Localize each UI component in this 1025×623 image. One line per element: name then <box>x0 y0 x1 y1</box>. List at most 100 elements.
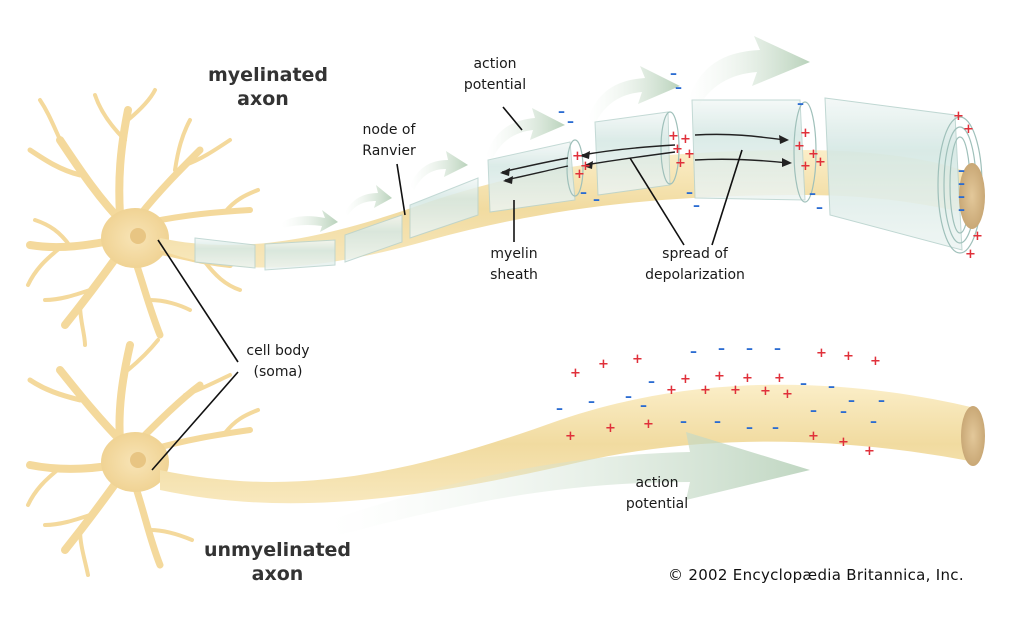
svg-text:–: – <box>714 414 721 430</box>
svg-text:–: – <box>958 189 965 205</box>
bottom-propagation-arrow <box>330 432 810 535</box>
svg-text:+: + <box>815 155 826 170</box>
leader-lines <box>151 106 743 471</box>
cell-body-label: cell body (soma) <box>236 341 320 383</box>
myelinated-axon-end <box>959 163 985 229</box>
svg-text:–: – <box>809 186 816 202</box>
svg-text:–: – <box>797 96 804 112</box>
action-potential-top-line1: action <box>473 56 517 72</box>
svg-text:+: + <box>760 384 771 399</box>
action-potential-top-line2: potential <box>463 77 527 93</box>
svg-text:+: + <box>782 387 793 402</box>
svg-text:–: – <box>670 66 677 82</box>
unmyelinated-axon <box>160 384 975 504</box>
svg-text:–: – <box>580 185 587 201</box>
svg-text:–: – <box>772 420 779 436</box>
svg-text:–: – <box>816 200 823 216</box>
svg-text:+: + <box>668 129 679 144</box>
svg-text:–: – <box>958 202 965 218</box>
cell-body-line1: cell body <box>246 343 310 359</box>
svg-text:+: + <box>666 383 677 398</box>
unmyelinated-axon-label-line2: axon <box>251 563 304 585</box>
action-potential-bottom-line1: action <box>635 475 679 491</box>
svg-text:+: + <box>675 156 686 171</box>
spread-of-depolarization-line1: spread of <box>662 246 728 262</box>
svg-text:+: + <box>700 383 711 398</box>
svg-text:–: – <box>840 404 847 420</box>
myelin-sheath-line2: sheath <box>490 267 538 283</box>
svg-text:–: – <box>648 374 655 390</box>
svg-text:–: – <box>556 401 563 417</box>
svg-text:+: + <box>580 159 591 174</box>
bottom-plus-charges: ++ + + + + ++++ +++++ ++ + + ++ <box>565 346 881 459</box>
svg-text:+: + <box>972 229 983 244</box>
bottom-minus-charges: – – – – – – –– – –– – –– – – – – –– <box>556 341 885 436</box>
svg-text:+: + <box>572 149 583 164</box>
svg-text:–: – <box>640 398 647 414</box>
top-minus-charges: ––– – –––– ––– –––– <box>558 66 965 218</box>
action-potential-bottom-line2: potential <box>625 496 689 512</box>
myelin-segments <box>194 97 963 271</box>
svg-text:–: – <box>878 393 885 409</box>
svg-text:+: + <box>953 109 964 124</box>
svg-text:–: – <box>625 389 632 405</box>
unmyelinated-axon-label: unmyelinated axon <box>200 538 355 586</box>
svg-text:–: – <box>958 163 965 179</box>
myelin-sheath-label: myelin sheath <box>476 244 552 286</box>
svg-text:–: – <box>870 414 877 430</box>
unmyelinated-axon-label-line1: unmyelinated <box>203 539 352 561</box>
svg-text:+: + <box>800 126 811 141</box>
svg-text:+: + <box>684 147 695 162</box>
svg-text:+: + <box>838 435 849 450</box>
node-of-ranvier-line1: node of <box>362 122 416 138</box>
svg-text:+: + <box>800 159 811 174</box>
myelinated-axon-label-line2: axon <box>237 88 289 110</box>
svg-text:+: + <box>965 247 976 262</box>
svg-text:+: + <box>963 122 974 137</box>
svg-text:+: + <box>774 371 785 386</box>
svg-text:–: – <box>774 341 781 357</box>
svg-text:+: + <box>714 369 725 384</box>
svg-text:–: – <box>828 379 835 395</box>
svg-text:+: + <box>870 354 881 369</box>
svg-text:–: – <box>810 403 817 419</box>
spread-of-depolarization-label: spread of depolarization <box>630 244 760 286</box>
svg-text:+: + <box>672 142 683 157</box>
svg-text:–: – <box>593 192 600 208</box>
svg-text:–: – <box>588 394 595 410</box>
bottom-neuron-dendrites <box>26 338 260 577</box>
cell-body-line2: (soma) <box>253 364 303 380</box>
svg-text:+: + <box>808 429 819 444</box>
svg-text:–: – <box>800 376 807 392</box>
svg-text:–: – <box>746 420 753 436</box>
svg-text:+: + <box>598 357 609 372</box>
svg-text:+: + <box>680 132 691 147</box>
svg-text:+: + <box>816 346 827 361</box>
current-arrowheads <box>500 135 792 184</box>
action-potential-top-label: action potential <box>455 54 535 96</box>
myelin-ring-edges <box>566 101 983 254</box>
svg-text:+: + <box>574 167 585 182</box>
bottom-nucleus <box>130 452 146 468</box>
top-propagation-arrows <box>282 36 810 232</box>
node-of-ranvier-label: node of Ranvier <box>352 120 426 162</box>
svg-text:–: – <box>675 80 682 96</box>
svg-text:+: + <box>570 366 581 381</box>
top-plus-charges: +++ + ++ ++ ++++ + ++++ <box>572 109 983 262</box>
svg-text:+: + <box>632 352 643 367</box>
svg-text:+: + <box>864 444 875 459</box>
svg-text:–: – <box>958 176 965 192</box>
svg-text:–: – <box>567 114 574 130</box>
svg-text:+: + <box>843 349 854 364</box>
svg-text:+: + <box>730 383 741 398</box>
node-of-ranvier-line2: Ranvier <box>362 143 416 159</box>
svg-text:–: – <box>690 344 697 360</box>
svg-text:+: + <box>605 421 616 436</box>
myelinated-axon-label: myelinated axon <box>208 63 329 111</box>
svg-text:+: + <box>680 372 691 387</box>
action-potential-bottom-label: action potential <box>617 473 697 515</box>
svg-text:–: – <box>686 185 693 201</box>
myelinated-axon-label-line1: myelinated <box>208 64 329 86</box>
svg-text:–: – <box>680 414 687 430</box>
